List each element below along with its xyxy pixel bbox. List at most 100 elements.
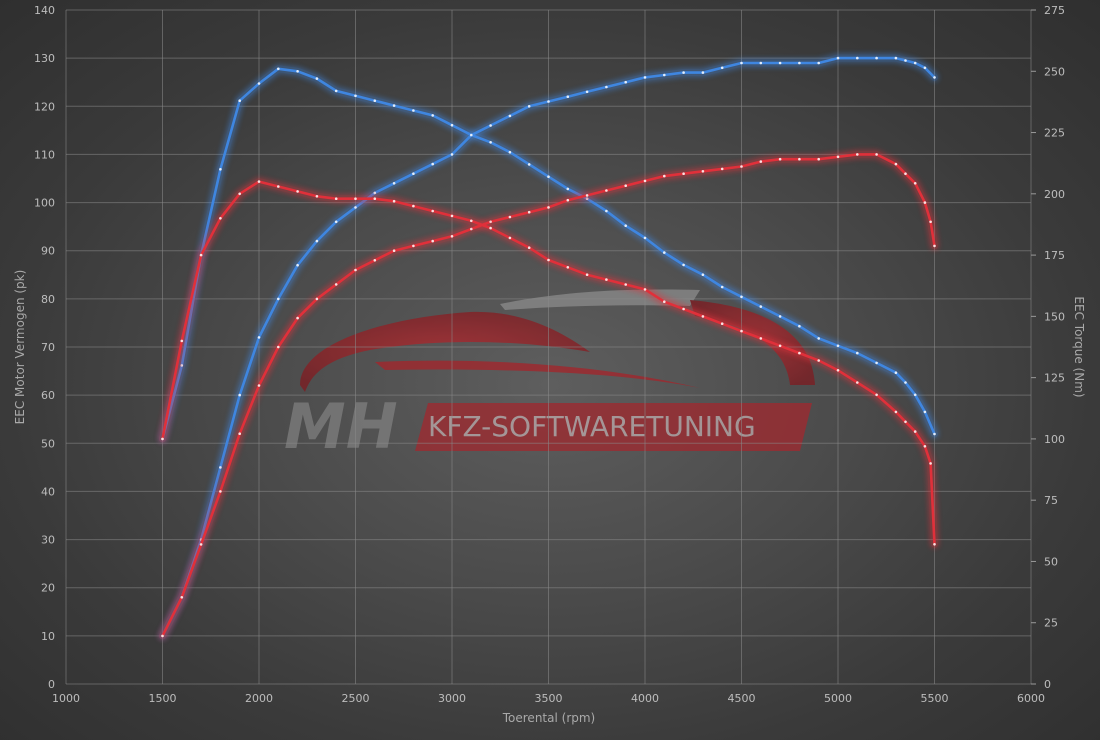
series-point [759,305,763,308]
series-point [875,153,878,156]
y-left-tick-label: 120 [34,100,55,113]
series-point [904,420,907,424]
series-point [527,246,531,249]
y-left-tick-label: 100 [34,197,55,210]
series-point [450,153,454,156]
series-point [904,381,907,384]
y-left-tick-label: 30 [41,534,55,547]
y-right-tick-label: 250 [1044,65,1065,78]
series-point [759,160,763,163]
series-point [431,114,435,117]
series-point [817,337,820,340]
y-left-tick-label: 70 [41,341,55,354]
series-point [547,258,550,262]
series-point [470,227,473,231]
series-point [219,466,222,469]
series-point [605,85,608,89]
series-point [199,253,203,257]
logo-rear-red [690,300,815,385]
series-point [778,157,782,161]
series-point [875,361,878,365]
series-point [296,263,299,267]
series-point [412,204,415,208]
x-tick-label: 1500 [149,692,177,705]
series-point [180,339,184,343]
series-point [894,56,898,60]
series-point [566,198,570,202]
series-point [566,95,570,98]
x-tick-label: 2500 [342,692,370,705]
series-point [334,283,338,286]
series-point [585,194,589,197]
logo-car-line [375,360,700,388]
series-point [277,67,280,71]
series-point [923,410,927,414]
logo-banner [415,403,812,451]
series-point [643,179,647,183]
series-point [856,381,859,384]
series-point [663,300,666,304]
y-right-tick-label: 50 [1044,555,1058,568]
series-point [605,278,608,281]
series-point [856,351,859,355]
series-point [720,285,724,289]
series-point [585,90,589,94]
series-point [392,199,396,203]
series-point [547,175,550,178]
series-point [219,490,222,493]
series-point [682,307,685,311]
series-point [836,369,840,372]
series-point [929,462,932,465]
series-point [929,220,932,224]
series-point [450,123,454,127]
series-point [238,393,241,397]
y-left-tick-labels: 0 10 20 30 40 50 60 70 80 90 100 110 120 130 140 [34,4,55,691]
x-tick-label: 1000 [52,692,80,705]
series-point [663,251,666,254]
series-point [778,344,782,348]
x-tick-labels: 1000 1500 2000 2500 3000 3500 4000 4500 5000 5500… [52,692,1045,705]
data-series [159,54,938,640]
series-point [527,163,531,166]
series-point [923,445,927,448]
series-point [334,89,338,93]
y-right-tick-label: 25 [1044,617,1058,630]
series-point [373,197,377,200]
series-point [277,345,280,349]
series-point [180,596,184,599]
series-point [894,410,898,414]
y-right-tick-label: 150 [1044,310,1065,323]
series-point [489,124,492,127]
series-point [257,82,261,85]
series-point [373,191,377,195]
series-point [392,249,396,252]
series-point [701,170,705,173]
series-point [238,192,241,196]
y-left-tick-label: 140 [34,4,55,17]
series-point [643,236,647,240]
series-point [740,165,743,168]
series-point [431,239,435,243]
series-point [527,105,531,108]
series-point [392,104,396,107]
series-point [354,268,357,272]
y-right-tick-label: 0 [1044,678,1051,691]
x-tick-label: 5500 [921,692,949,705]
series-point [624,283,627,286]
y-left-tick-label: 20 [41,582,55,595]
series-point [315,239,319,243]
series-point [904,172,907,175]
series-point [778,315,782,318]
series-point [798,61,801,65]
y-right-tick-label: 200 [1044,188,1065,201]
series-point [219,168,222,171]
x-tick-label: 4500 [728,692,756,705]
series-point [566,187,570,191]
grid-lines [65,9,1032,685]
series-point [180,364,184,367]
series-point [663,73,666,77]
series-tuned-left [159,54,938,640]
series-point [412,109,415,112]
